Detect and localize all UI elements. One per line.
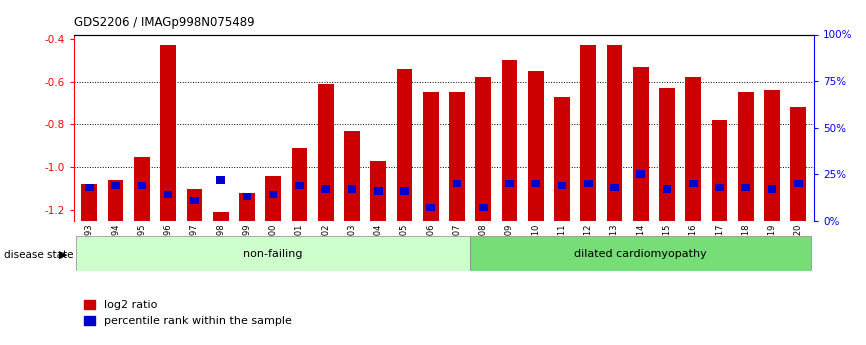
Bar <box>505 180 514 187</box>
Bar <box>295 182 304 189</box>
Bar <box>791 107 806 221</box>
Bar <box>321 185 330 193</box>
Bar <box>265 176 281 221</box>
Legend: log2 ratio, percentile rank within the sample: log2 ratio, percentile rank within the s… <box>79 295 296 331</box>
Bar <box>689 180 698 187</box>
Bar <box>242 193 251 200</box>
Bar <box>453 180 462 187</box>
Bar <box>741 184 750 191</box>
Bar <box>318 84 333 221</box>
Bar <box>584 180 592 187</box>
Bar <box>532 180 540 187</box>
Text: dilated cardiomyopathy: dilated cardiomyopathy <box>574 249 708 258</box>
Bar <box>554 97 570 221</box>
Bar <box>501 60 517 221</box>
Bar <box>662 185 671 193</box>
Bar <box>107 180 124 221</box>
Text: non-failing: non-failing <box>243 249 303 258</box>
Bar <box>85 184 94 191</box>
Bar <box>767 185 776 193</box>
Bar <box>712 120 727 221</box>
Bar <box>423 92 438 221</box>
Text: ▶: ▶ <box>59 250 68 259</box>
Bar <box>371 161 386 221</box>
Bar <box>426 204 435 211</box>
Bar <box>134 157 150 221</box>
Bar <box>213 212 229 221</box>
Bar <box>659 88 675 221</box>
Bar <box>794 180 803 187</box>
Bar <box>611 184 619 191</box>
Bar <box>685 77 701 221</box>
Bar <box>81 184 97 221</box>
Bar <box>190 197 198 204</box>
Text: GDS2206 / IMAGp998N075489: GDS2206 / IMAGp998N075489 <box>74 16 255 29</box>
Bar <box>400 187 409 195</box>
Bar <box>558 182 566 189</box>
Bar <box>164 191 172 198</box>
Bar <box>715 184 724 191</box>
Bar <box>268 191 277 198</box>
Bar <box>347 185 356 193</box>
Bar <box>112 182 120 189</box>
Bar <box>374 187 383 195</box>
Bar <box>479 204 488 211</box>
Bar <box>606 45 623 221</box>
Bar <box>216 176 225 184</box>
Bar <box>344 131 359 221</box>
Bar <box>160 45 176 221</box>
Bar <box>239 193 255 221</box>
Bar <box>764 90 780 221</box>
Bar <box>138 182 146 189</box>
Bar <box>76 236 470 271</box>
Bar <box>397 69 412 221</box>
Bar <box>449 92 465 221</box>
Bar <box>528 71 544 221</box>
Text: disease state: disease state <box>4 250 74 259</box>
Bar <box>580 45 596 221</box>
Bar <box>633 67 649 221</box>
Bar <box>292 148 307 221</box>
Bar <box>470 236 811 271</box>
Bar <box>738 92 753 221</box>
Bar <box>475 77 491 221</box>
Bar <box>186 189 203 221</box>
Bar <box>637 170 645 178</box>
